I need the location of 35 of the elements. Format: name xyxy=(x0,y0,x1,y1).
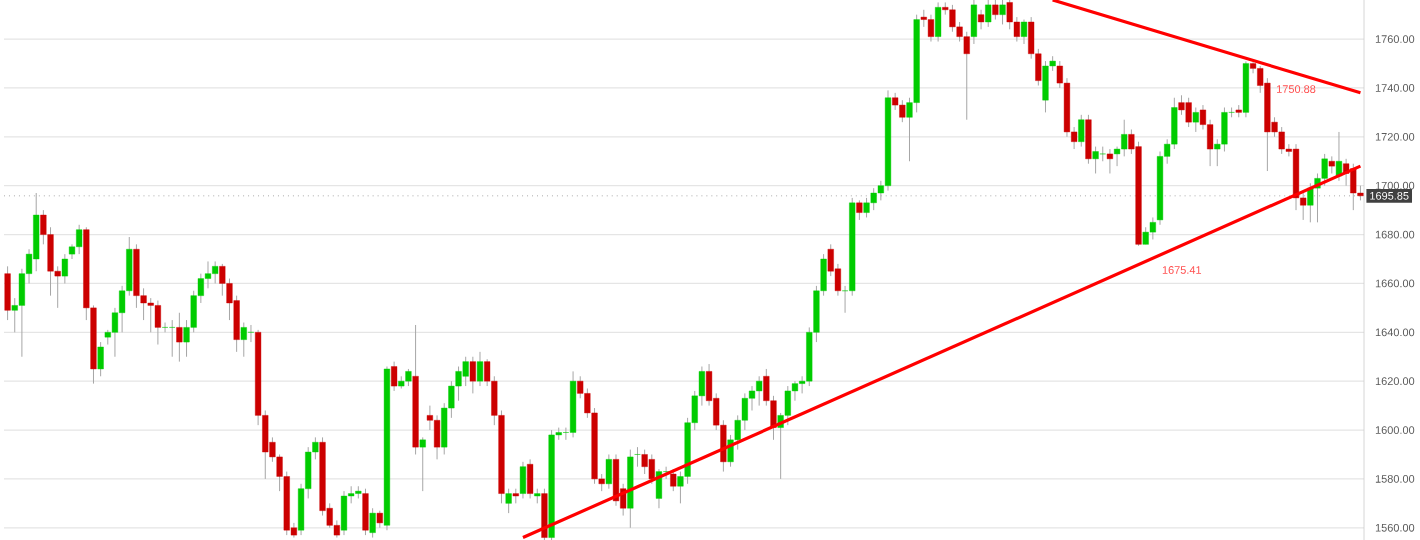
candlestick xyxy=(97,341,104,377)
candlestick xyxy=(212,260,219,284)
candlestick xyxy=(176,312,183,363)
candlestick xyxy=(935,1,942,43)
candlestick xyxy=(978,9,985,30)
candlestick xyxy=(756,375,763,407)
candlestick xyxy=(1078,114,1085,148)
candlestick xyxy=(1185,97,1192,128)
candlestick xyxy=(362,488,369,536)
candlestick xyxy=(1335,131,1343,182)
candlestick xyxy=(154,300,161,346)
candlestick xyxy=(899,99,906,123)
candlestick xyxy=(419,436,426,492)
candlestick xyxy=(476,351,484,387)
candlestick xyxy=(985,0,992,28)
candlestick xyxy=(1192,107,1199,133)
candlestick xyxy=(240,322,247,358)
candlestick xyxy=(76,224,83,255)
candlestick xyxy=(469,356,476,394)
candlestick xyxy=(527,458,534,499)
candlestick xyxy=(605,453,612,490)
candlestick xyxy=(927,14,935,43)
candlestick xyxy=(247,324,255,343)
candlestick xyxy=(519,461,527,499)
candlestick xyxy=(161,322,169,333)
candlestick xyxy=(856,199,863,221)
candlestick xyxy=(169,319,176,358)
candlestick xyxy=(340,490,348,536)
candlestick xyxy=(1020,19,1028,45)
candlestick xyxy=(541,488,548,540)
candlestick xyxy=(1092,146,1099,174)
candlestick xyxy=(999,0,1006,25)
candlestick xyxy=(1085,114,1092,165)
candlestick xyxy=(434,414,441,460)
candlestick xyxy=(1106,148,1113,174)
